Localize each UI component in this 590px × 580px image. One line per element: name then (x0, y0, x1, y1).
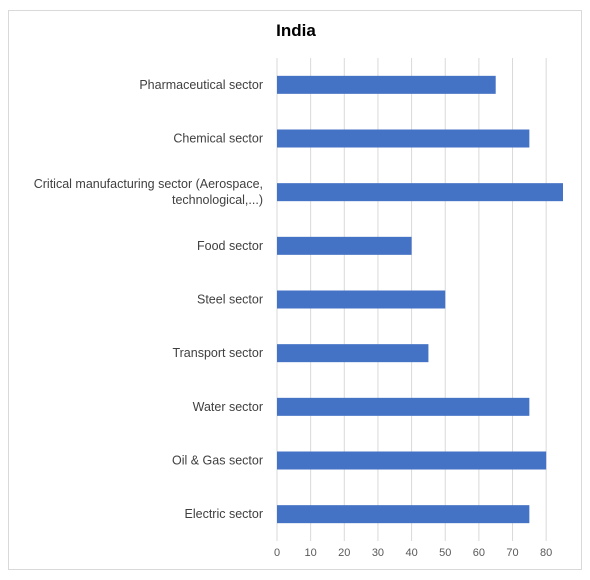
chart-frame: India Pharmaceutical sector Chemical sect… (8, 10, 582, 570)
x-tick-label: 50 (439, 547, 451, 559)
bar (277, 290, 446, 309)
x-tick-label: 60 (473, 547, 485, 559)
x-tick-labels: 0 10 20 30 40 50 60 70 80 (274, 547, 552, 559)
category-labels: Pharmaceutical sector Chemical sector Crit… (34, 78, 263, 521)
bar (277, 129, 530, 148)
category-label: Transport sector (172, 346, 263, 360)
bar (277, 236, 412, 255)
chart-title: India (276, 21, 316, 40)
category-label: Oil & Gas sector (172, 454, 263, 468)
bar (277, 505, 530, 524)
x-tick-label: 10 (305, 547, 317, 559)
x-tick-label: 0 (274, 547, 280, 559)
bar (277, 451, 547, 470)
bar-chart: Pharmaceutical sector Chemical sector Crit… (34, 58, 563, 559)
category-label: Steel sector (197, 293, 263, 307)
category-label: Pharmaceutical sector (139, 78, 263, 92)
category-label: Electric sector (185, 507, 264, 521)
category-label: Water sector (193, 400, 263, 414)
category-label: Critical manufacturing sector (Aerospace… (34, 177, 263, 207)
bar (277, 397, 530, 416)
bar (277, 183, 563, 202)
category-label: Food sector (197, 239, 263, 253)
x-tick-label: 30 (372, 547, 384, 559)
x-tick-label: 70 (506, 547, 518, 559)
bar (277, 344, 429, 363)
category-label: Chemical sector (173, 132, 263, 146)
x-tick-label: 80 (540, 547, 552, 559)
bars (277, 75, 563, 524)
bar (277, 75, 496, 94)
x-tick-label: 20 (338, 547, 350, 559)
x-tick-label: 40 (405, 547, 417, 559)
